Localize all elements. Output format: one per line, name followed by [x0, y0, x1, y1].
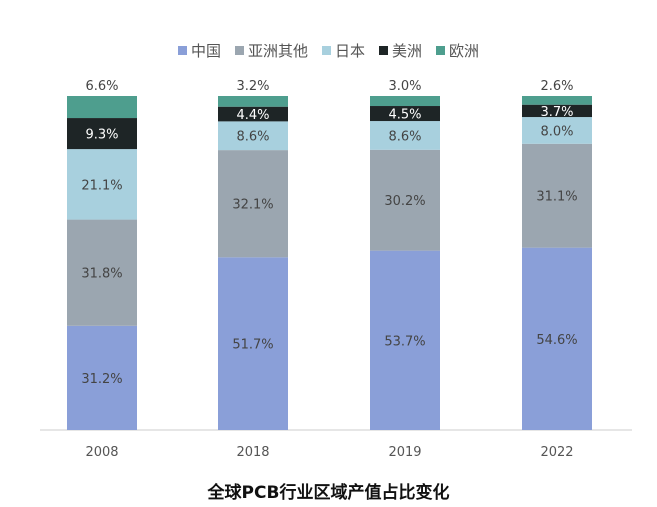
- data-label: 54.6%: [536, 333, 577, 348]
- bar-segment: [67, 219, 137, 326]
- bar-segment: [522, 117, 592, 144]
- x-tick-label: 2008: [85, 445, 118, 460]
- legend-label: 中国: [190, 42, 221, 60]
- data-label: 4.5%: [388, 108, 421, 123]
- legend-item: 中国: [177, 40, 221, 61]
- legend-label: 美洲: [392, 42, 423, 60]
- bar-segment: [522, 247, 592, 430]
- bar-segment: [67, 149, 137, 220]
- bar-segment: [370, 250, 440, 430]
- bar-segment: [522, 96, 592, 105]
- legend-label: 日本: [334, 42, 365, 60]
- bar-segment: [218, 257, 288, 430]
- data-label: 3.2%: [236, 79, 269, 94]
- data-label: 21.1%: [81, 178, 122, 193]
- x-tick-label: 2022: [540, 445, 573, 460]
- data-label: 32.1%: [232, 198, 273, 213]
- data-label: 6.6%: [85, 79, 118, 94]
- x-tick-label: 2019: [388, 445, 421, 460]
- data-label: 8.6%: [388, 129, 421, 144]
- data-label: 31.2%: [81, 372, 122, 387]
- bar-segment: [218, 150, 288, 258]
- data-label: 31.1%: [536, 190, 577, 205]
- legend-item: 日本: [321, 40, 365, 61]
- bar-segment: [370, 121, 440, 150]
- legend-item: 亚洲其他: [234, 40, 308, 61]
- bar-segment: [522, 104, 592, 118]
- bar-segment: [218, 96, 288, 107]
- data-label: 30.2%: [384, 194, 425, 209]
- legend-swatch: [436, 46, 446, 55]
- legend-item: 欧洲: [436, 40, 479, 61]
- legend-swatch: [379, 46, 388, 55]
- legend: 中国 亚洲其他 日本 美洲 欧洲: [0, 40, 657, 61]
- bar-segment: [67, 325, 137, 430]
- data-label: 8.6%: [236, 130, 269, 145]
- bar-segment: [67, 118, 137, 150]
- data-label: 3.0%: [388, 79, 421, 94]
- bar-segment: [370, 96, 440, 107]
- bar-segment: [522, 143, 592, 248]
- bar-segment: [218, 106, 288, 122]
- data-label: 2.6%: [540, 79, 573, 94]
- data-label: 31.8%: [81, 267, 122, 282]
- chart-title: 全球PCB行业区域产值占比变化: [207, 483, 450, 503]
- data-label: 9.3%: [85, 128, 118, 143]
- legend-swatch: [177, 46, 187, 55]
- data-label: 53.7%: [384, 334, 425, 349]
- bar-segment: [370, 149, 440, 251]
- data-label: 4.4%: [236, 108, 269, 123]
- data-label: 3.7%: [540, 105, 573, 120]
- legend-swatch: [234, 46, 244, 55]
- data-label: 51.7%: [232, 338, 273, 353]
- bar-segment: [218, 121, 288, 151]
- x-tick-label: 2018: [236, 445, 269, 460]
- legend-item: 美洲: [379, 40, 422, 61]
- legend-swatch: [321, 46, 331, 55]
- bar-segment: [370, 106, 440, 122]
- legend-label: 欧洲: [449, 42, 480, 60]
- bar-segment: [67, 96, 137, 119]
- legend-label: 亚洲其他: [247, 42, 308, 60]
- data-label: 8.0%: [540, 124, 573, 139]
